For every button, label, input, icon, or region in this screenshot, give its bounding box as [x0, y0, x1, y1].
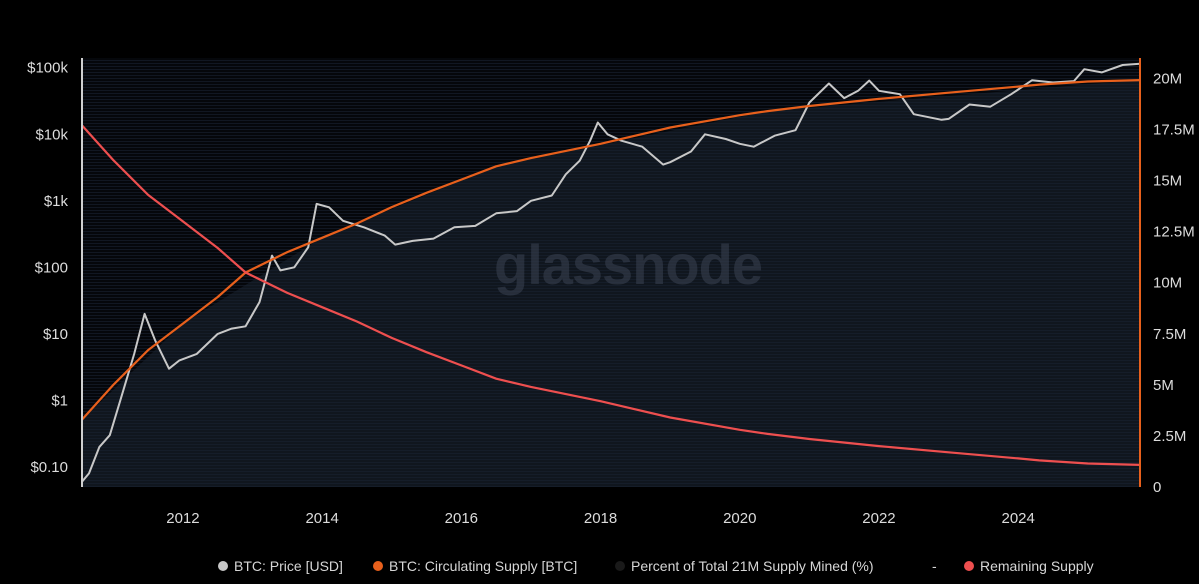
- y-left-ticks: $0.10 $1 $10 $100 $1k $10k $100k: [27, 60, 68, 476]
- y-left-tick-label: $100k: [27, 60, 68, 77]
- legend-item-percent[interactable]: Percent of Total 21M Supply Mined (%): [615, 558, 874, 574]
- legend-label-price: BTC: Price [USD]: [234, 558, 343, 574]
- legend-dot-price: [218, 561, 228, 571]
- x-tick-label: 2018: [584, 510, 617, 527]
- legend-label-supply: BTC: Circulating Supply [BTC]: [389, 558, 578, 574]
- circulating-supply-line: [81, 79, 1141, 421]
- x-tick-label: 2020: [723, 510, 756, 527]
- chart-legend: BTC: Price [USD] BTC: Circulating Supply…: [0, 558, 1199, 580]
- remaining-supply-line: [81, 124, 1141, 466]
- x-tick-label: 2024: [1002, 510, 1035, 527]
- legend-dot-supply: [373, 561, 383, 571]
- y-left-tick-label: $1: [51, 392, 68, 409]
- legend-item-dash: -: [932, 558, 937, 574]
- y-left-tick-label: $0.10: [30, 459, 68, 476]
- y-right-tick-label: 20M: [1153, 70, 1182, 87]
- legend-item-supply[interactable]: BTC: Circulating Supply [BTC]: [373, 558, 577, 574]
- x-tick-label: 2022: [862, 510, 895, 527]
- y-right-tick-label: 7.5M: [1153, 326, 1186, 343]
- y-left-tick-label: $1k: [44, 193, 69, 210]
- y-left-tick-label: $10k: [35, 126, 68, 143]
- x-tick-label: 2012: [166, 510, 199, 527]
- series-layer: [81, 62, 1141, 483]
- x-tick-label: 2016: [445, 510, 478, 527]
- y-right-tick-label: 10M: [1153, 275, 1182, 292]
- legend-item-price[interactable]: BTC: Price [USD]: [218, 558, 343, 574]
- percent-mined-fill: [82, 79, 1140, 488]
- legend-dot-percent: [615, 561, 625, 571]
- y-right-ticks: 0 2.5M 5M 7.5M 10M 12.5M 15M 17.5M 20M: [1153, 70, 1195, 496]
- y-left-tick-label: $100: [35, 259, 68, 276]
- axes-layer: [81, 58, 1141, 487]
- percent-mined-area: [82, 79, 1140, 488]
- y-right-tick-label: 12.5M: [1153, 224, 1195, 241]
- legend-item-remaining[interactable]: Remaining Supply: [964, 558, 1094, 574]
- y-right-tick-label: 5M: [1153, 377, 1174, 394]
- glassnode-watermark: glassnode: [494, 233, 763, 296]
- y-right-tick-label: 15M: [1153, 173, 1182, 190]
- legend-label-remaining: Remaining Supply: [980, 558, 1094, 574]
- x-tick-label: 2014: [305, 510, 338, 527]
- y-right-tick-label: 0: [1153, 479, 1161, 496]
- price-line: [81, 62, 1141, 483]
- y-left-tick-label: $10: [43, 326, 68, 343]
- legend-label-dash: -: [932, 558, 937, 574]
- legend-label-percent: Percent of Total 21M Supply Mined (%): [631, 558, 874, 574]
- legend-dot-remaining: [964, 561, 974, 571]
- y-right-tick-label: 17.5M: [1153, 122, 1195, 139]
- y-right-tick-label: 2.5M: [1153, 428, 1186, 445]
- x-axis-ticks: 2012 2014 2016 2018 2020 2022 2024: [166, 510, 1035, 527]
